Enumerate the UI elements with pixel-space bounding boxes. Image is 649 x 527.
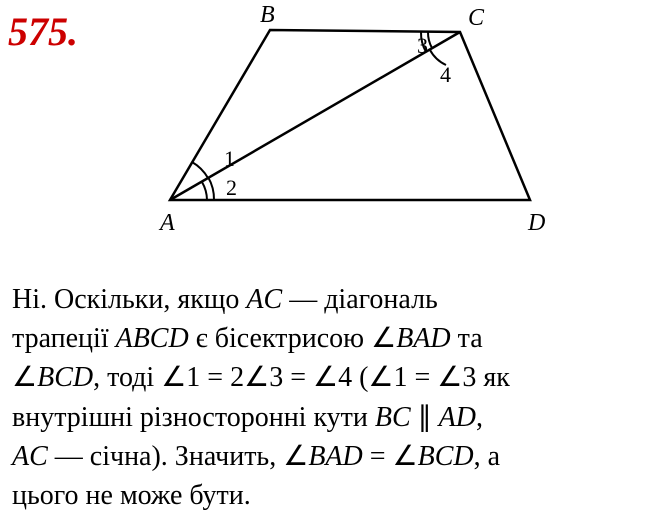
- angle-label-2: 2: [226, 175, 237, 200]
- text-line-2: трапеції ABCD є бісектрисою ∠BAD та: [12, 319, 637, 358]
- angle-label-4: 4: [440, 62, 451, 87]
- angle-arc-3a: [428, 32, 432, 48]
- angle-arc-2a: [202, 182, 207, 200]
- vertex-label-a: A: [158, 210, 175, 236]
- vertex-label-c: C: [468, 5, 485, 31]
- angle-label-3: 3: [417, 33, 428, 58]
- angle-arc-2b: [208, 177, 214, 200]
- angle-label-1: 1: [224, 146, 235, 171]
- text-line-1: Ні. Оскільки, якщо AC — діагональ: [12, 280, 637, 319]
- solution-text: Ні. Оскільки, якщо AC — діагональ трапец…: [12, 280, 637, 515]
- trapezoid-diagram: A B C D 1 2 3 4: [130, 0, 560, 260]
- text-line-4: внутрішні різносторонні кути BC ∥ AD,: [12, 398, 637, 437]
- trapezoid-shape: [170, 30, 530, 200]
- text-line-3: ∠BCD, тоді ∠1 = 2∠3 = ∠4 (∠1 = ∠3 як: [12, 358, 637, 397]
- text-line-6: цього не може бути.: [12, 476, 637, 515]
- text-line-5: AC — січна). Значить, ∠BAD = ∠BCD, а: [12, 437, 637, 476]
- trapezoid-svg: A B C D 1 2 3 4: [130, 0, 560, 260]
- vertex-label-b: B: [260, 2, 275, 28]
- angle-arc-1: [192, 162, 208, 178]
- problem-number: 575.: [8, 8, 78, 55]
- vertex-label-d: D: [527, 210, 545, 236]
